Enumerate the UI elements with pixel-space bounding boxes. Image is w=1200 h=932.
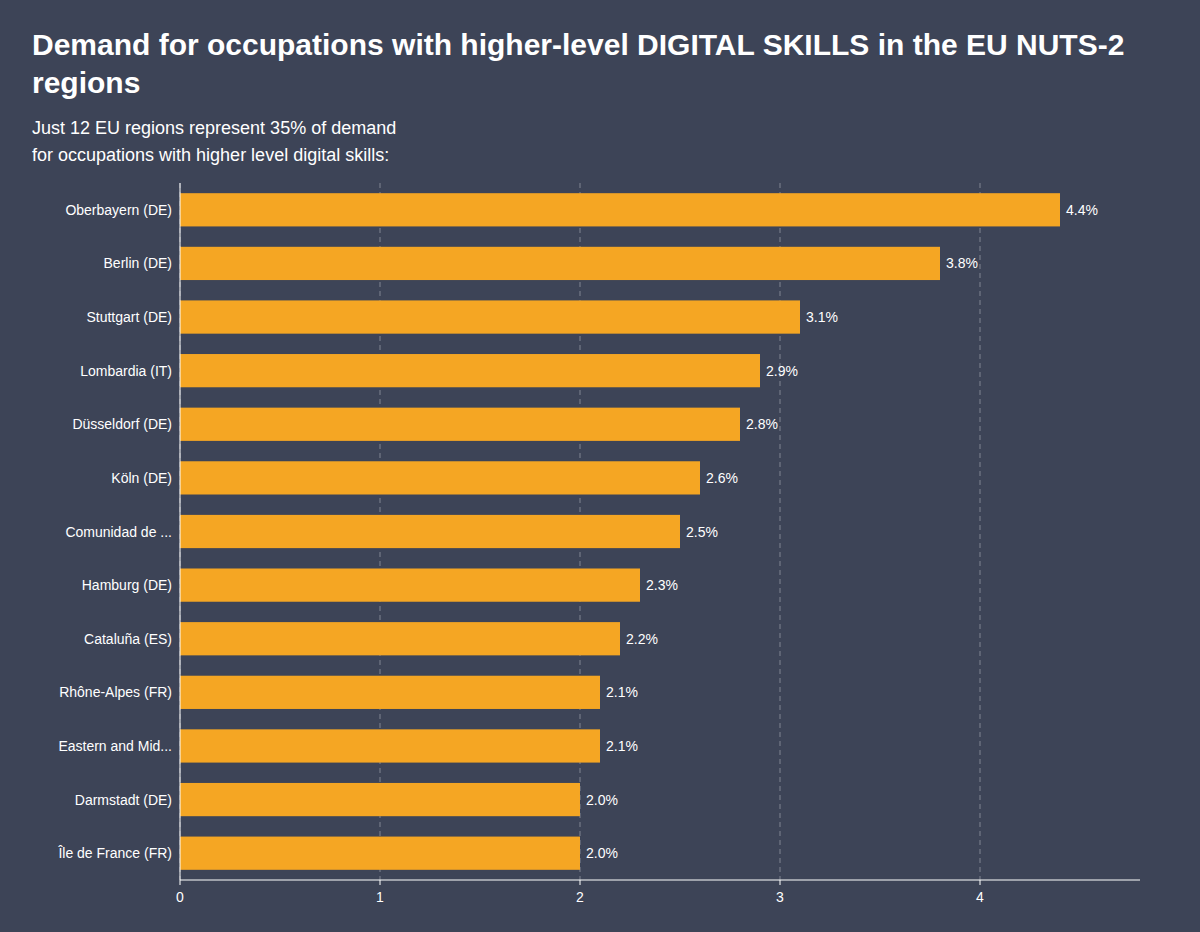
grid-line — [980, 183, 981, 880]
x-tick-label: 0 — [176, 889, 184, 905]
y-axis-line — [180, 183, 181, 880]
x-tick — [980, 880, 981, 885]
y-tick-label: Île de France (FR) — [57, 845, 172, 861]
x-axis-line — [180, 880, 1140, 881]
data-labels: 4.4% 3.8% 3.1% 2.9% 2.8% 2.6% 2.5% 2.3% 2.2% 2.1%… — [586, 202, 1098, 861]
y-tick-label: Stuttgart (DE) — [86, 309, 172, 325]
bar — [180, 568, 640, 601]
axes: 0 1 2 3 4 Oberbayern (DE) Berlin (DE) Stuttgart… — [57, 183, 1140, 905]
bar — [180, 837, 580, 870]
grid-line — [180, 183, 181, 880]
bar — [180, 300, 800, 333]
bar — [180, 408, 740, 441]
chart: 0 1 2 3 4 Oberbayern (DE) Berlin (DE) Stuttgart… — [0, 169, 1200, 924]
bar — [180, 247, 940, 280]
bar — [180, 515, 680, 548]
data-label: 2.3% — [646, 577, 678, 593]
y-tick-label: Cataluña (ES) — [84, 631, 172, 647]
title: Demand for occupations with higher-level… — [0, 0, 1200, 101]
data-label: 2.0% — [586, 845, 618, 861]
data-label: 2.0% — [586, 792, 618, 808]
y-tick-label: Berlin (DE) — [104, 255, 172, 271]
y-tick-label: Oberbayern (DE) — [65, 202, 172, 218]
bar — [180, 354, 760, 387]
x-tick — [780, 880, 781, 885]
x-tick-label: 3 — [776, 889, 784, 905]
y-tick-label: Rhône-Alpes (FR) — [59, 684, 172, 700]
bar — [180, 676, 600, 709]
data-label: 2.2% — [626, 631, 658, 647]
y-tick-label: Hamburg (DE) — [82, 577, 172, 593]
y-tick-label: Comunidad de ... — [65, 524, 172, 540]
data-label: 3.8% — [946, 255, 978, 271]
subtitle: Just 12 EU regions represent 35% of dema… — [0, 101, 1200, 169]
bar — [180, 193, 1060, 226]
data-label: 4.4% — [1066, 202, 1098, 218]
bar — [180, 461, 700, 494]
y-tick-label: Köln (DE) — [111, 470, 172, 486]
bar — [180, 783, 580, 816]
x-tick — [380, 880, 381, 885]
y-tick-label: Lombardia (IT) — [80, 363, 172, 379]
data-label: 2.8% — [746, 416, 778, 432]
data-label: 3.1% — [806, 309, 838, 325]
data-label: 2.5% — [686, 524, 718, 540]
bar — [180, 622, 620, 655]
bars — [180, 193, 1060, 870]
y-tick-label: Düsseldorf (DE) — [72, 416, 172, 432]
x-tick-label: 1 — [376, 889, 384, 905]
x-tick-label: 2 — [576, 889, 584, 905]
x-tick-label: 4 — [976, 889, 984, 905]
grid-line — [780, 183, 781, 880]
data-label: 2.1% — [606, 738, 638, 754]
data-label: 2.1% — [606, 684, 638, 700]
bar — [180, 729, 600, 762]
y-tick-label: Eastern and Mid... — [58, 738, 172, 754]
x-tick — [180, 880, 181, 885]
chart-area: 0 1 2 3 4 Oberbayern (DE) Berlin (DE) Stuttgart… — [0, 169, 1200, 924]
data-label: 2.6% — [706, 470, 738, 486]
data-label: 2.9% — [766, 363, 798, 379]
y-tick-label: Darmstadt (DE) — [75, 792, 172, 808]
grid — [180, 183, 980, 880]
x-tick — [580, 880, 581, 885]
